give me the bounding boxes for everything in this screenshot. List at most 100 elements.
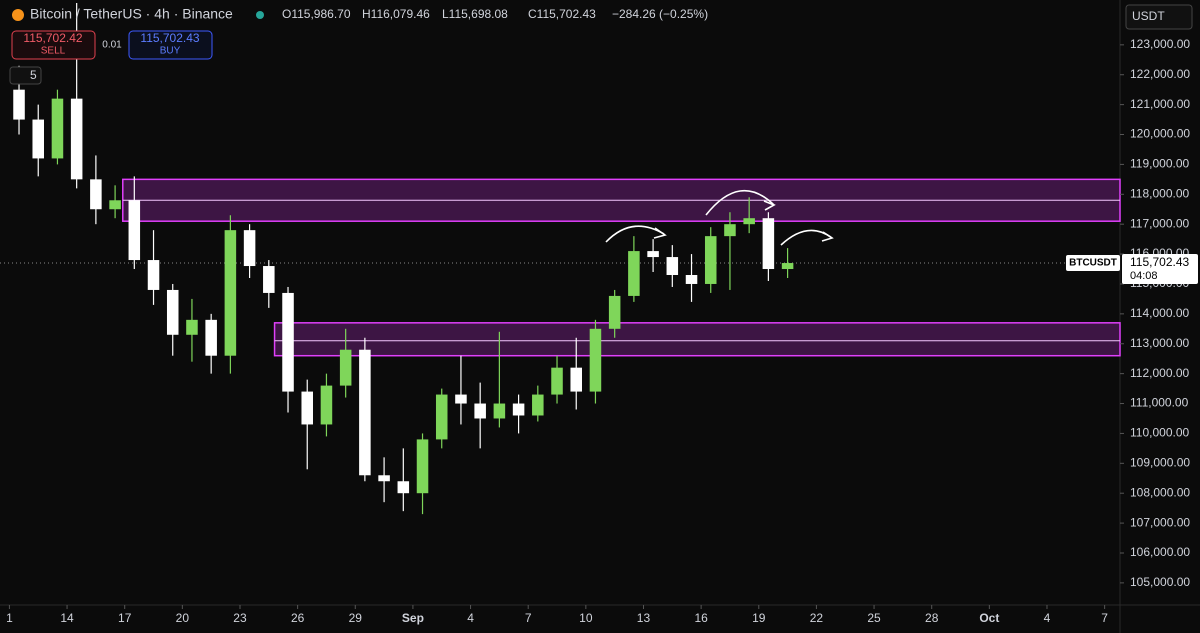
price-tag <box>1122 253 1198 284</box>
spread: 0.01 <box>102 40 122 51</box>
x-tick-label: 22 <box>810 611 824 625</box>
candle-body <box>416 439 429 494</box>
y-tick-label: 113,000.00 <box>1130 336 1189 350</box>
y-tick-label: 110,000.00 <box>1130 426 1189 440</box>
x-tick-label: Sep <box>402 611 424 625</box>
x-tick-label: 4 <box>1044 611 1051 625</box>
y-tick-label: 118,000.00 <box>1130 186 1189 200</box>
y-tick-label: 105,000.00 <box>1130 575 1190 589</box>
candle-body <box>224 230 237 356</box>
candle-body <box>704 236 717 284</box>
candle-body <box>128 200 141 261</box>
candle-body <box>551 367 563 395</box>
x-tick-label: 26 <box>291 611 305 625</box>
candle-body <box>666 257 679 275</box>
y-tick-label: 107,000.00 <box>1130 515 1190 529</box>
symbol-label: BTCUSDT <box>1069 258 1117 269</box>
candle-body <box>147 260 160 290</box>
candle-body <box>397 481 410 494</box>
candle-body <box>109 200 121 210</box>
change: −284.26 (−0.25%) <box>612 7 708 21</box>
x-tick-label: 10 <box>579 611 593 625</box>
y-tick-label: 120,000.00 <box>1130 127 1190 141</box>
buy-label[interactable]: BUY <box>160 46 181 57</box>
candle-body <box>608 295 621 329</box>
candle-body <box>339 349 352 386</box>
buy-button[interactable] <box>128 30 213 60</box>
arrow-head <box>763 200 776 211</box>
x-tick-label: 7 <box>525 611 532 625</box>
candle-body <box>166 289 179 335</box>
x-tick-label: Oct <box>979 611 999 625</box>
symbol-tag <box>1066 254 1120 271</box>
currency[interactable]: USDT <box>1132 9 1165 23</box>
arrow-head <box>653 227 667 239</box>
y-tick-label: 108,000.00 <box>1130 485 1190 499</box>
candle-body <box>435 394 448 440</box>
arrow <box>705 189 775 216</box>
y-tick-label: 106,000.00 <box>1130 545 1190 559</box>
candle-body <box>51 98 64 159</box>
x-tick-label: 17 <box>118 611 132 625</box>
indicator-count[interactable]: 5 <box>30 68 37 82</box>
y-tick-label: 112,000.00 <box>1130 366 1189 380</box>
y-tick-label: 119,000.00 <box>1130 157 1189 171</box>
ohlc-high: H116,079.46 <box>362 7 430 21</box>
indicator-toggle[interactable] <box>9 66 42 85</box>
x-tick-label: 25 <box>867 611 881 625</box>
x-tick-label: 20 <box>176 611 190 625</box>
candle-body <box>474 403 486 419</box>
y-tick-label: 117,000.00 <box>1130 216 1189 230</box>
candle-body <box>628 251 640 296</box>
arrows <box>605 189 834 246</box>
candle-body <box>13 89 25 120</box>
x-tick-label: 16 <box>694 611 708 625</box>
candle-body <box>762 218 775 270</box>
candle-body <box>90 179 102 210</box>
candle-body <box>589 328 602 392</box>
candle-body <box>724 224 736 237</box>
sell-label[interactable]: SELL <box>41 46 66 57</box>
candle-body <box>781 263 794 270</box>
status-dot <box>256 11 264 19</box>
x-tick-label: 7 <box>1101 611 1108 625</box>
x-tick-label: 4 <box>467 611 474 625</box>
x-tick-label: 14 <box>60 611 74 625</box>
candle-body <box>743 218 755 225</box>
x-tick-label: 1 <box>6 611 13 625</box>
candle-body <box>647 251 659 258</box>
candle-body <box>320 385 333 425</box>
candle-body <box>359 349 371 476</box>
ohlc-low: L115,698.08 <box>442 7 508 21</box>
candle-body <box>455 394 467 404</box>
sell-button[interactable] <box>11 30 96 60</box>
y-tick-label: 114,000.00 <box>1130 306 1189 320</box>
arrow-head <box>821 231 834 242</box>
price-label: 115,702.43 <box>1130 255 1189 269</box>
x-tick-label: 28 <box>925 611 939 625</box>
currency-select[interactable] <box>1125 4 1193 30</box>
y-tick-label: 121,000.00 <box>1130 97 1190 111</box>
candle-body <box>685 275 698 284</box>
x-tick-label: 13 <box>637 611 651 625</box>
zone <box>273 322 1121 357</box>
sell-price[interactable]: 115,702.42 <box>23 31 82 45</box>
candle-body <box>282 292 294 392</box>
candle-body <box>570 367 583 392</box>
y-tick-label: 111,000.00 <box>1130 396 1189 410</box>
candle-body <box>205 319 217 356</box>
candle-body <box>301 391 314 425</box>
ohlc-close: C115,702.43 <box>528 7 596 21</box>
candle-body <box>378 475 390 482</box>
candle-body <box>243 230 256 267</box>
chart-title: Bitcoin / TetherUS · 4h · Binance <box>30 6 233 22</box>
candle-body <box>493 403 506 419</box>
candle-body <box>32 119 45 159</box>
candle-body <box>186 319 198 335</box>
candle-body <box>263 266 275 293</box>
candle-body <box>512 403 525 416</box>
x-tick-label: 19 <box>752 611 766 625</box>
plot <box>0 2 1121 515</box>
buy-price[interactable]: 115,702.43 <box>140 31 199 45</box>
candle-body <box>70 98 83 180</box>
